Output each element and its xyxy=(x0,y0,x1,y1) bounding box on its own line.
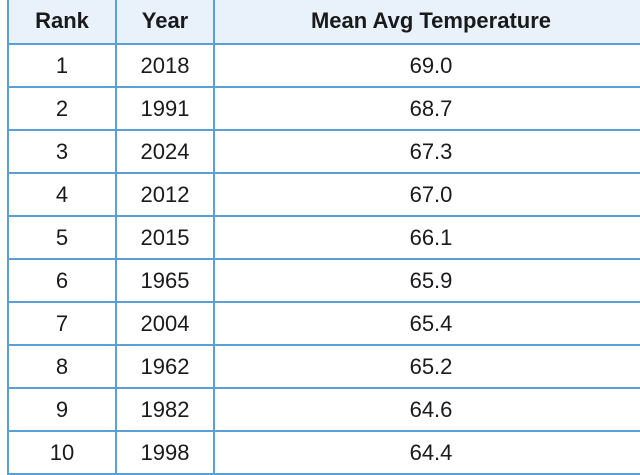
temperature-table-container: Rank Year Mean Avg Temperature 1 2018 69… xyxy=(7,0,640,475)
rank-cell: 3 xyxy=(7,129,117,174)
table-row: 6 1965 65.9 xyxy=(7,258,640,303)
table-row: 4 2012 67.0 xyxy=(7,172,640,217)
temperature-cell: 65.4 xyxy=(213,301,640,346)
table-row: 1 2018 69.0 xyxy=(7,43,640,88)
column-header-year: Year xyxy=(115,0,215,45)
rank-cell: 2 xyxy=(7,86,117,131)
temperature-cell: 65.2 xyxy=(213,344,640,389)
rank-cell: 7 xyxy=(7,301,117,346)
table-row: 5 2015 66.1 xyxy=(7,215,640,260)
temperature-cell: 65.9 xyxy=(213,258,640,303)
column-header-rank: Rank xyxy=(7,0,117,45)
table-header-row: Rank Year Mean Avg Temperature xyxy=(7,0,640,45)
year-cell: 1982 xyxy=(115,387,215,432)
table-row: 3 2024 67.3 xyxy=(7,129,640,174)
year-cell: 2024 xyxy=(115,129,215,174)
table-row: 7 2004 65.4 xyxy=(7,301,640,346)
temperature-ranking-table: Rank Year Mean Avg Temperature 1 2018 69… xyxy=(7,0,640,475)
table-row: 2 1991 68.7 xyxy=(7,86,640,131)
year-cell: 1962 xyxy=(115,344,215,389)
table-row: 9 1982 64.6 xyxy=(7,387,640,432)
temperature-cell: 64.6 xyxy=(213,387,640,432)
rank-cell: 1 xyxy=(7,43,117,88)
year-cell: 2012 xyxy=(115,172,215,217)
rank-cell: 4 xyxy=(7,172,117,217)
table-row: 8 1962 65.2 xyxy=(7,344,640,389)
year-cell: 2018 xyxy=(115,43,215,88)
column-header-mean-avg-temperature: Mean Avg Temperature xyxy=(213,0,640,45)
year-cell: 1965 xyxy=(115,258,215,303)
temperature-cell: 68.7 xyxy=(213,86,640,131)
year-cell: 2015 xyxy=(115,215,215,260)
temperature-cell: 66.1 xyxy=(213,215,640,260)
rank-cell: 5 xyxy=(7,215,117,260)
year-cell: 1991 xyxy=(115,86,215,131)
temperature-cell: 69.0 xyxy=(213,43,640,88)
year-cell: 2004 xyxy=(115,301,215,346)
temperature-cell: 67.3 xyxy=(213,129,640,174)
rank-cell: 8 xyxy=(7,344,117,389)
temperature-cell: 67.0 xyxy=(213,172,640,217)
rank-cell: 9 xyxy=(7,387,117,432)
rank-cell: 6 xyxy=(7,258,117,303)
